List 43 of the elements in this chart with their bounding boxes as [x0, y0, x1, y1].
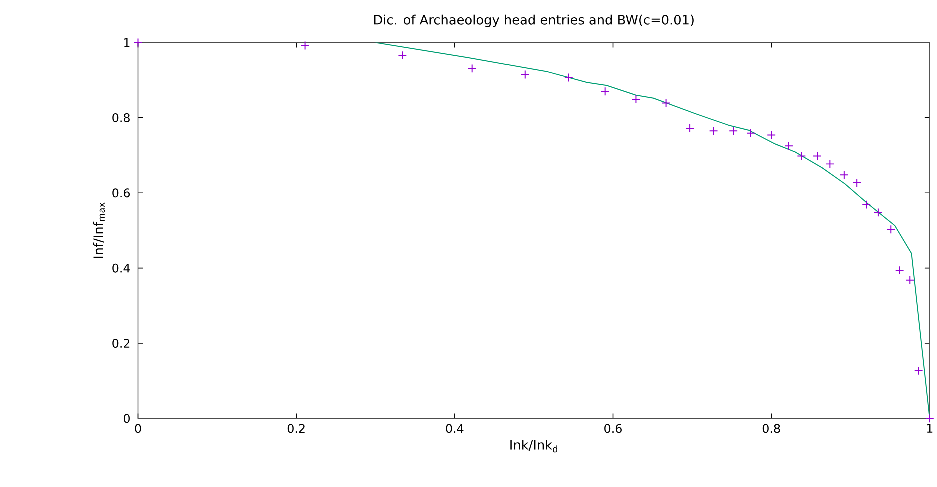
point — [914, 366, 924, 376]
point — [826, 160, 835, 169]
point — [632, 94, 641, 104]
point — [906, 276, 915, 285]
point — [468, 64, 477, 74]
x-tick-label: 0.6 — [604, 424, 622, 434]
y-tick-label: 0.6 — [112, 188, 130, 198]
x-axis-title: Ink/Ink$_{d}$ — [510, 440, 558, 452]
point — [686, 124, 695, 133]
point — [564, 73, 574, 82]
x-tick-label: 1 — [927, 424, 933, 433]
line-series — [375, 42, 930, 419]
point — [840, 170, 849, 180]
y-axis-title: Inf/Inf$_{max}$ — [93, 202, 106, 258]
point — [895, 266, 904, 275]
point — [813, 152, 822, 161]
y-tick-label: 0 — [124, 414, 130, 424]
point — [520, 70, 530, 80]
point — [767, 130, 776, 140]
y-tick-label: 0.2 — [112, 338, 130, 348]
x-tick-label: 0 — [135, 424, 142, 434]
y-tick-label: 0.8 — [112, 113, 130, 122]
point — [852, 178, 862, 188]
point — [784, 142, 794, 150]
point — [797, 152, 806, 161]
point — [862, 200, 872, 210]
point — [925, 414, 934, 424]
point — [746, 128, 756, 138]
y-tick-label: 1 — [124, 38, 130, 47]
point — [398, 50, 408, 60]
point — [662, 98, 671, 108]
point — [886, 224, 896, 234]
point — [729, 126, 738, 136]
point — [709, 126, 718, 136]
chart-title: Dic. of Archaeology head entries and BW(c=0.01) — [374, 14, 694, 28]
x-tick-label: 0.4 — [446, 424, 464, 434]
point — [134, 38, 143, 48]
x-tick-label: 0.8 — [762, 424, 780, 434]
x-tick-label: 0.2 — [288, 424, 305, 434]
point — [600, 87, 610, 96]
point — [874, 208, 883, 217]
point — [300, 41, 310, 50]
y-tick-label: 0.4 — [112, 264, 130, 273]
